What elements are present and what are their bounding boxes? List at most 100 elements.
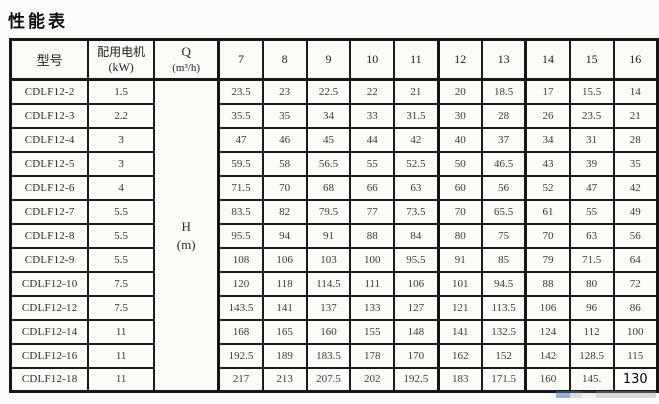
model-cell: CDLF12-2 bbox=[9, 78, 90, 105]
table-row: CDLF12-10 7.5 120 118 114.5 111 106 101 94.5 88 80… bbox=[9, 270, 659, 297]
head-value-cell: 121 bbox=[436, 294, 483, 321]
head-value-cell: 17 bbox=[524, 78, 571, 105]
motor-power-cell: 1.5 bbox=[87, 78, 156, 105]
head-value-cell: 95.5 bbox=[393, 246, 440, 273]
head-value-cell: 35 bbox=[612, 150, 659, 177]
head-value-cell: 73.5 bbox=[393, 198, 440, 225]
head-value-cell: 183 bbox=[436, 366, 483, 393]
head-value-cell: 80 bbox=[568, 270, 615, 297]
motor-power-cell: 5.5 bbox=[87, 246, 156, 273]
head-value-cell: 82 bbox=[261, 198, 308, 225]
table-row: CDLF12-18 11 217 213 207.5 202 192.5 183 171.5 16… bbox=[9, 366, 659, 393]
model-cell: CDLF12-3 bbox=[9, 102, 90, 129]
head-value-cell: 75 bbox=[480, 222, 527, 249]
head-value-cell: 21 bbox=[393, 78, 440, 105]
head-value-cell: 128.5 bbox=[568, 342, 615, 369]
head-value-cell: 44 bbox=[349, 126, 396, 153]
head-value-cell: 85 bbox=[480, 246, 527, 273]
motor-power-cell: 11 bbox=[87, 366, 156, 393]
head-value-cell: 22.5 bbox=[305, 78, 352, 105]
head-value-cell: 91 bbox=[436, 246, 483, 273]
head-value-cell: 84 bbox=[393, 222, 440, 249]
head-value-cell: 124 bbox=[524, 318, 571, 345]
col-header-flow: Q (m³/h) bbox=[153, 38, 220, 81]
head-value-cell: 42 bbox=[393, 126, 440, 153]
head-value-cell: 46 bbox=[261, 126, 308, 153]
head-value-cell: 192.5 bbox=[217, 342, 264, 369]
head-value-cell: 100 bbox=[612, 318, 659, 345]
table-row: CDLF12-3 2.2 35.5 35 34 33 31.5 30 28 26 23.5 21 bbox=[9, 102, 659, 129]
head-value-cell: 63 bbox=[393, 174, 440, 201]
head-value-cell: 31.5 bbox=[393, 102, 440, 129]
head-value-cell: 141 bbox=[261, 294, 308, 321]
model-cell: CDLF12-10 bbox=[9, 270, 90, 297]
table-header: 型号 配用电机 (kW) Q (m³/h) 7 8 9 10 11 12 13 14 15 16 bbox=[9, 38, 659, 81]
head-value-cell: 88 bbox=[524, 270, 571, 297]
head-value-cell: 101 bbox=[436, 270, 483, 297]
flow-header-cell: 8 bbox=[261, 38, 308, 81]
head-value-cell: 155 bbox=[349, 318, 396, 345]
head-value-cell: 28 bbox=[612, 126, 659, 153]
table-row: CDLF12-12 7.5 143.5 141 137 133 127 121 113.5 106… bbox=[9, 294, 659, 321]
head-value-cell: 106 bbox=[393, 270, 440, 297]
head-value-cell: 94.5 bbox=[480, 270, 527, 297]
head-value-cell: 86 bbox=[612, 294, 659, 321]
head-value-cell: 202 bbox=[349, 366, 396, 393]
head-value-cell: 31 bbox=[568, 126, 615, 153]
head-value-cell: 160 bbox=[305, 318, 352, 345]
table-row: CDLF12-9 5.5 108 106 103 100 95.5 91 85 79 71.5 64 bbox=[9, 246, 659, 273]
head-value-cell: 111 bbox=[349, 270, 396, 297]
head-value-cell: 35 bbox=[261, 102, 308, 129]
flow-header-cell: 9 bbox=[305, 38, 352, 81]
head-value-cell: 68 bbox=[305, 174, 352, 201]
head-value-cell: 23.5 bbox=[568, 102, 615, 129]
flow-header-cell: 7 bbox=[217, 38, 264, 81]
model-cell: CDLF12-7 bbox=[9, 198, 90, 225]
model-cell: CDLF12-16 bbox=[9, 342, 90, 369]
head-value-cell: 217 bbox=[217, 366, 264, 393]
table-row: CDLF12-8 5.5 95.5 94 91 88 84 80 75 70 63 56 bbox=[9, 222, 659, 249]
head-value-cell: 113.5 bbox=[480, 294, 527, 321]
flow-header-cell: 12 bbox=[436, 38, 483, 81]
head-value-cell: 30 bbox=[436, 102, 483, 129]
table-row: CDLF12-5 3 59.5 58 56.5 55 52.5 50 46.5 43 39 35 bbox=[9, 150, 659, 177]
model-cell: CDLF12-9 bbox=[9, 246, 90, 273]
head-value-cell: 88 bbox=[349, 222, 396, 249]
head-value-cell: 55 bbox=[349, 150, 396, 177]
table-row: CDLF12-16 11 192.5 189 183.5 178 170 162 152 142 1… bbox=[9, 342, 659, 369]
motor-power-cell: 5.5 bbox=[87, 198, 156, 225]
head-value-cell: 64 bbox=[612, 246, 659, 273]
head-value-cell: 168 bbox=[217, 318, 264, 345]
head-value-cell: 56 bbox=[480, 174, 527, 201]
table-row: CDLF12-6 4 71.5 70 68 66 63 60 56 52 47 42 bbox=[9, 174, 659, 201]
head-value-cell: 120 bbox=[217, 270, 264, 297]
head-value-cell: 72 bbox=[612, 270, 659, 297]
flow-header-cell: 15 bbox=[568, 38, 615, 81]
head-value-cell: 170 bbox=[393, 342, 440, 369]
head-value-cell: 127 bbox=[393, 294, 440, 321]
table-body: CDLF12-2 1.5 H (m) 23.5 23 22.5 22 21 20 18.5 17 15.… bbox=[9, 78, 659, 393]
head-value-cell: 178 bbox=[349, 342, 396, 369]
model-cell: CDLF12-8 bbox=[9, 222, 90, 249]
motor-power-cell: 5.5 bbox=[87, 222, 156, 249]
head-value-cell: 50 bbox=[436, 150, 483, 177]
head-value-cell: 15.5 bbox=[568, 78, 615, 105]
head-value-cell: 145. bbox=[568, 366, 615, 393]
head-value-cell: 33 bbox=[349, 102, 396, 129]
head-value-cell: 46.5 bbox=[480, 150, 527, 177]
head-value-cell: 58 bbox=[261, 150, 308, 177]
head-value-cell: 23.5 bbox=[217, 78, 264, 105]
head-value-cell: 21 bbox=[612, 102, 659, 129]
head-value-cell: 165 bbox=[261, 318, 308, 345]
head-value-cell: 142 bbox=[524, 342, 571, 369]
flow-header-cell: 11 bbox=[393, 38, 440, 81]
head-value-cell: 37 bbox=[480, 126, 527, 153]
head-value-cell: 133 bbox=[349, 294, 396, 321]
head-value-cell: 55 bbox=[568, 198, 615, 225]
head-value-cell: 56 bbox=[612, 222, 659, 249]
head-value-cell: 47 bbox=[568, 174, 615, 201]
head-value-cell: 70 bbox=[261, 174, 308, 201]
flow-header-cell: 13 bbox=[480, 38, 527, 81]
col-header-model: 型号 bbox=[9, 38, 90, 81]
header-row: 型号 配用电机 (kW) Q (m³/h) 7 8 9 10 11 12 13 14 15 16 bbox=[9, 38, 659, 81]
